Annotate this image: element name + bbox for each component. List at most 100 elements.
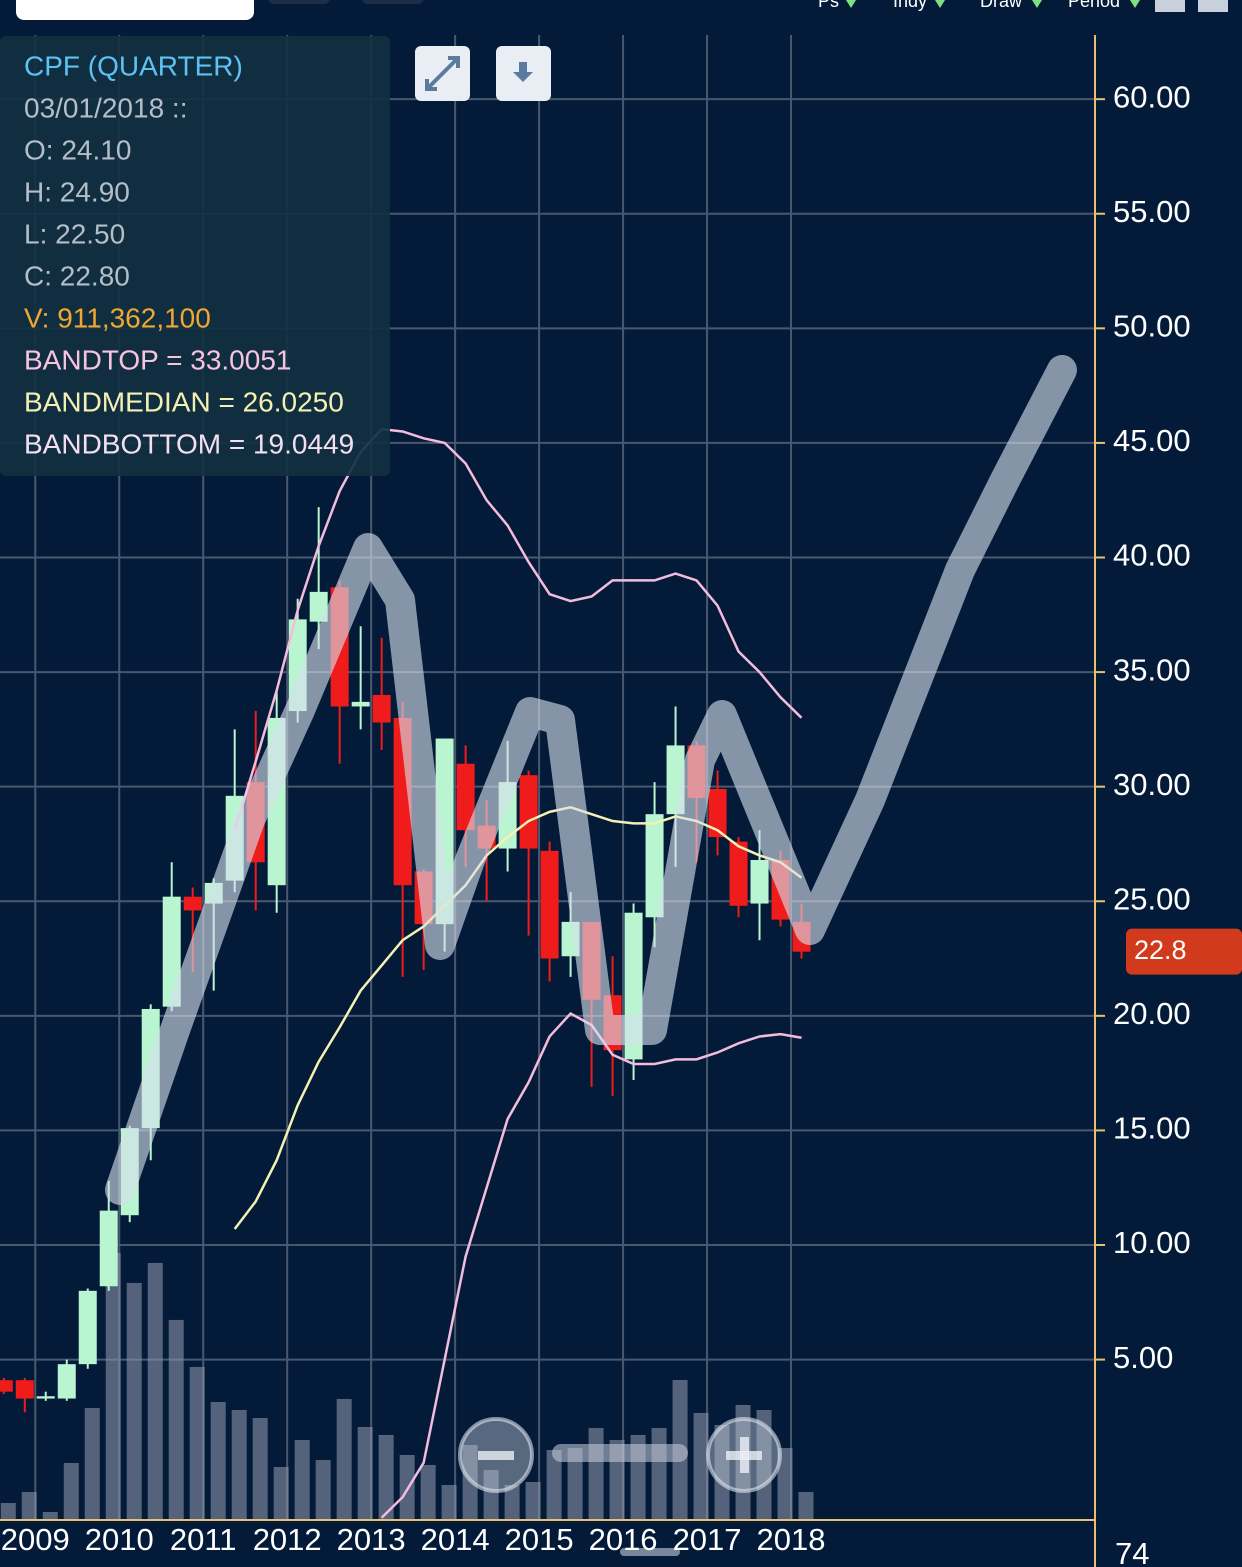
dropdown-arrow — [935, 0, 945, 8]
band-line — [233, 427, 803, 831]
volume-bar — [42, 1511, 58, 1520]
tooltip-line: BANDBOTTOM = 19.0449 — [24, 428, 354, 459]
candle-body — [57, 1364, 76, 1399]
volume-bar — [714, 1424, 730, 1520]
toolbar-label: Indy — [893, 0, 927, 11]
volume-bar — [336, 1398, 352, 1520]
tooltip-line: BANDTOP = 33.0051 — [24, 344, 291, 375]
tooltip-line: O: 24.10 — [24, 134, 131, 165]
candle-body — [645, 814, 664, 918]
candle-body — [729, 841, 748, 906]
candle-body — [162, 896, 181, 1007]
corner-label: 74 — [1115, 1536, 1149, 1567]
last-price-label: 22.8 — [1134, 935, 1187, 965]
zoom-out-button[interactable] — [458, 1417, 534, 1493]
volume-bar — [189, 1366, 205, 1520]
volume-bar — [441, 1484, 457, 1520]
y-tick-label: 35.00 — [1113, 652, 1191, 687]
band-line — [233, 805, 803, 1230]
tooltip-line: C: 22.80 — [24, 260, 130, 291]
toolbar-label: Period — [1068, 0, 1120, 11]
volume-bar — [126, 1282, 142, 1520]
tooltip-line: L: 22.50 — [24, 218, 125, 249]
x-tick-label: 2016 — [589, 1522, 658, 1557]
volume-bar — [567, 1447, 583, 1520]
volume-bar — [651, 1427, 667, 1520]
scrollbar[interactable] — [552, 1444, 688, 1462]
nav-icon[interactable] — [1155, 0, 1185, 12]
download-button[interactable] — [496, 46, 551, 101]
x-tick-label: 2012 — [253, 1522, 322, 1557]
volume-bar — [315, 1459, 331, 1520]
volume-bar — [231, 1409, 247, 1520]
y-tick-label: 10.00 — [1113, 1225, 1191, 1260]
y-tick-label: 45.00 — [1113, 423, 1191, 458]
y-tick-label: 5.00 — [1113, 1340, 1173, 1375]
dropdown-arrow — [846, 0, 856, 8]
volume-bar — [483, 1469, 499, 1520]
volume-bar — [168, 1319, 184, 1520]
volume-bar — [0, 1502, 16, 1520]
zoom-in-button[interactable] — [706, 1417, 782, 1493]
tooltip-line: H: 24.90 — [24, 176, 130, 207]
volume-bar — [525, 1481, 541, 1520]
volume-bar — [546, 1449, 562, 1520]
candle-body — [540, 850, 559, 959]
volume-bar — [294, 1439, 310, 1520]
volume-bar — [357, 1426, 373, 1520]
volume-bar — [504, 1484, 520, 1520]
volume-bar — [21, 1491, 37, 1520]
x-tick-label: 2010 — [85, 1522, 154, 1557]
scroll-handle[interactable] — [620, 1548, 680, 1556]
candle-body — [372, 695, 391, 723]
volume-bar — [84, 1407, 100, 1520]
dropdown-arrow — [1032, 0, 1042, 8]
volume-bar — [147, 1262, 163, 1520]
volume-bar — [420, 1464, 436, 1520]
volume-bar — [378, 1434, 394, 1520]
candle-body — [78, 1290, 97, 1365]
tooltip: CPF (QUARTER)03/01/2018 ::O: 24.10H: 24.… — [24, 50, 354, 459]
toolbar: Ps Indy Draw Period — [818, 0, 1140, 11]
volume-bar — [588, 1427, 604, 1520]
candle-body — [15, 1380, 34, 1399]
x-tick-label: 2011 — [170, 1522, 237, 1557]
volume-bar — [210, 1401, 226, 1520]
hand-drawn-annotation — [105, 355, 1077, 1205]
candle-body — [99, 1210, 118, 1287]
volume-bar — [756, 1409, 772, 1520]
candle-body — [519, 775, 538, 849]
tooltip-line: BANDMEDIAN = 26.0250 — [24, 386, 344, 417]
x-tick-label: 2014 — [421, 1522, 490, 1557]
nav-icon[interactable] — [1198, 0, 1228, 12]
candle-body — [36, 1396, 55, 1399]
candle-body — [0, 1380, 13, 1392]
volume-bar — [105, 1252, 121, 1520]
x-tick-label: 2018 — [757, 1522, 826, 1557]
last-price-box — [1126, 928, 1242, 975]
y-tick-label: 20.00 — [1113, 996, 1191, 1031]
candle-body — [309, 591, 328, 622]
candle-body — [456, 763, 475, 831]
y-tick-label: 15.00 — [1113, 1111, 1191, 1146]
dropdown-arrow — [1130, 0, 1140, 8]
tooltip-line: CPF (QUARTER) — [24, 50, 243, 81]
tooltip-line: 03/01/2018 :: — [24, 92, 187, 123]
toolbar-label: Draw — [980, 0, 1023, 11]
x-tick-label: 2017 — [673, 1522, 742, 1557]
volume-bar — [693, 1412, 709, 1520]
tooltip-panel — [0, 36, 390, 476]
x-tick-label: 2009 — [1, 1522, 70, 1557]
candle-body — [183, 896, 202, 911]
expand-button[interactable] — [415, 46, 470, 101]
search-field[interactable] — [16, 0, 254, 20]
tooltip-line: V: 911,362,100 — [24, 302, 211, 333]
toolbar-button[interactable] — [268, 0, 330, 4]
volume-bar — [777, 1447, 793, 1520]
y-tick-label: 50.00 — [1113, 309, 1191, 344]
volume-bar — [798, 1491, 814, 1520]
toolbar-button[interactable] — [362, 0, 424, 4]
volume-bar — [63, 1462, 79, 1520]
x-tick-label: 2013 — [337, 1522, 406, 1557]
